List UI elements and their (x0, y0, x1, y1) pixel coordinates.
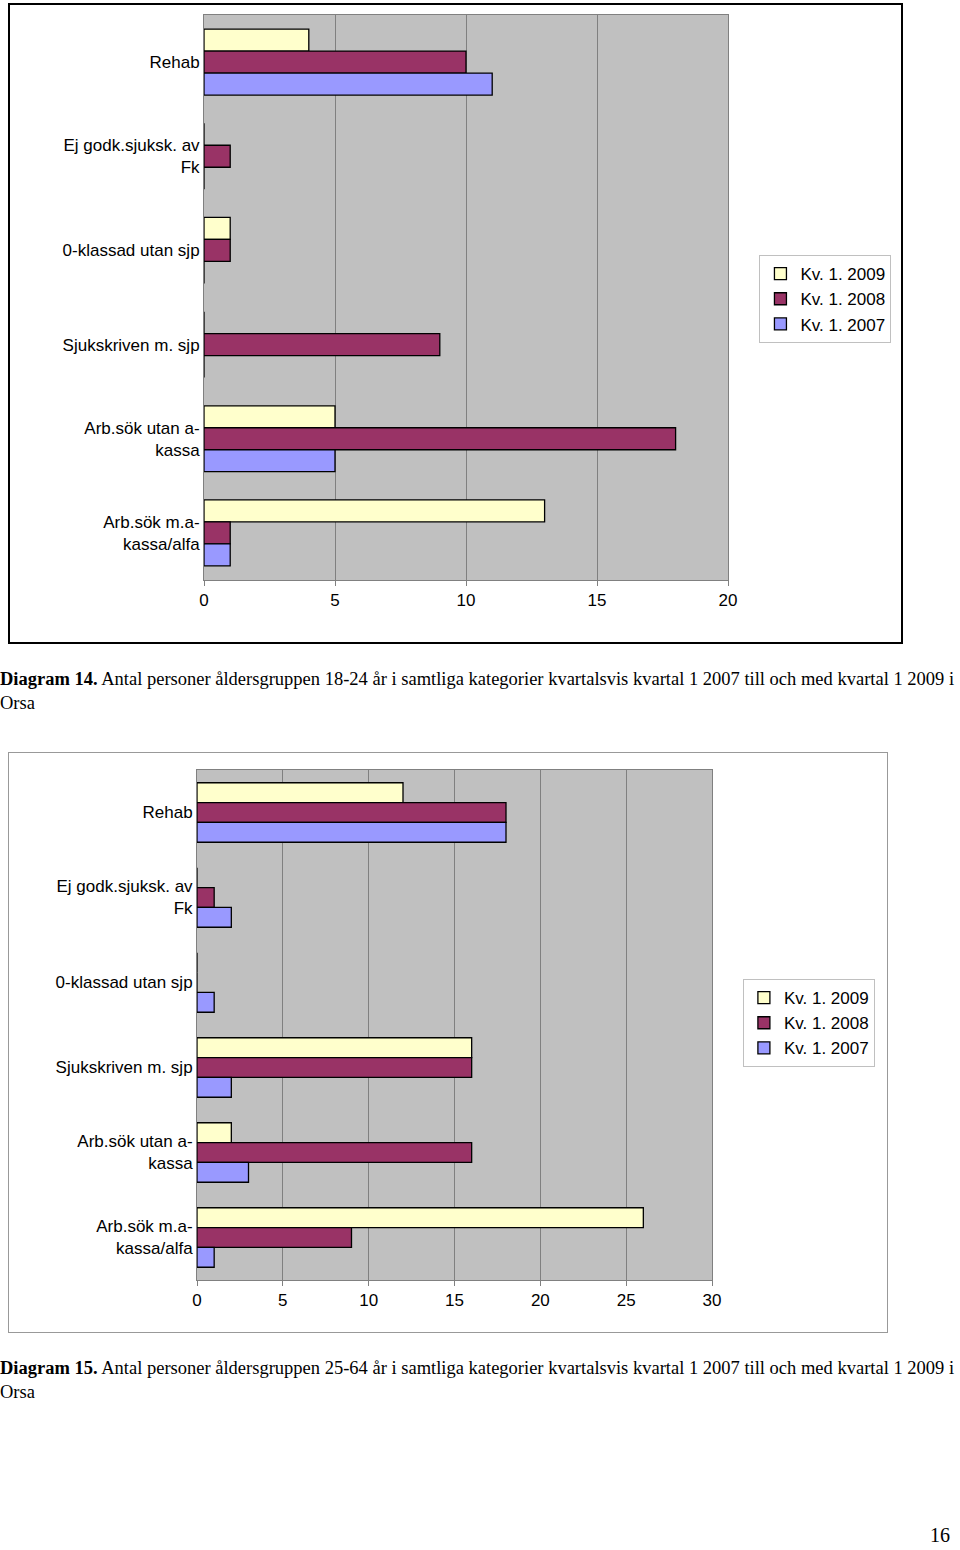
svg-text:Sjukskriven m. sjp: Sjukskriven m. sjp (56, 1058, 193, 1077)
svg-text:Kv. 1. 2007: Kv. 1. 2007 (800, 316, 885, 335)
svg-text:Arb.sök m.a-kassa/alfa: Arb.sök m.a-kassa/alfa (96, 1217, 193, 1258)
html-text:Diagram 15. Antal personer åld: Diagram 15. Antal personer åldersgruppen… (0, 1358, 954, 1402)
html-text:Diagram 14. Antal personer åld: Diagram 14. Antal personer åldersgruppen… (0, 669, 954, 713)
svg-text:Arb.sök utan a-kassa: Arb.sök utan a-kassa (77, 1132, 193, 1173)
svg-text:Kv. 1. 2009: Kv. 1. 2009 (784, 989, 869, 1008)
svg-text:0: 0 (199, 591, 208, 610)
svg-text:Kv. 1. 2009: Kv. 1. 2009 (800, 265, 885, 284)
svg-text:25: 25 (617, 1291, 636, 1310)
svg-text:Ej godk.sjuksk. avFk: Ej godk.sjuksk. avFk (57, 877, 194, 918)
svg-text:10: 10 (359, 1291, 378, 1310)
svg-text:0: 0 (192, 1291, 201, 1310)
svg-text:10: 10 (457, 591, 476, 610)
svg-text:Arb.sök m.a-kassa/alfa: Arb.sök m.a-kassa/alfa (103, 513, 200, 554)
svg-text:Arb.sök utan a-kassa: Arb.sök utan a-kassa (84, 419, 200, 460)
svg-text:Kv. 1. 2007: Kv. 1. 2007 (784, 1039, 869, 1058)
svg-text:0-klassad utan sjp: 0-klassad utan sjp (56, 973, 193, 992)
svg-text:0-klassad utan sjp: 0-klassad utan sjp (63, 241, 200, 260)
svg-text:Sjukskriven m. sjp: Sjukskriven m. sjp (63, 336, 200, 355)
svg-text:5: 5 (278, 1291, 287, 1310)
svg-text:15: 15 (445, 1291, 464, 1310)
html-text:16: 16 (930, 1524, 950, 1546)
svg-text:5: 5 (330, 591, 339, 610)
svg-text:Kv. 1. 2008: Kv. 1. 2008 (784, 1014, 869, 1033)
svg-text:15: 15 (588, 591, 607, 610)
svg-text:Rehab: Rehab (142, 803, 192, 822)
svg-text:30: 30 (703, 1291, 722, 1310)
svg-text:Ej godk.sjuksk. avFk: Ej godk.sjuksk. avFk (64, 136, 201, 177)
svg-text:20: 20 (719, 591, 738, 610)
svg-text:Rehab: Rehab (149, 53, 199, 72)
svg-text:Kv. 1. 2008: Kv. 1. 2008 (800, 290, 885, 309)
svg-text:20: 20 (531, 1291, 550, 1310)
